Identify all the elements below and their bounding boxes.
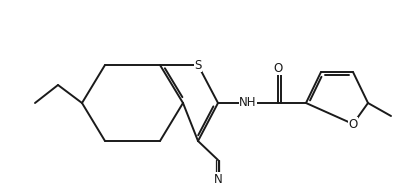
Text: N: N xyxy=(213,173,222,186)
Text: O: O xyxy=(273,62,282,74)
Text: O: O xyxy=(348,117,357,131)
Text: NH: NH xyxy=(239,96,256,110)
Text: S: S xyxy=(194,58,201,72)
